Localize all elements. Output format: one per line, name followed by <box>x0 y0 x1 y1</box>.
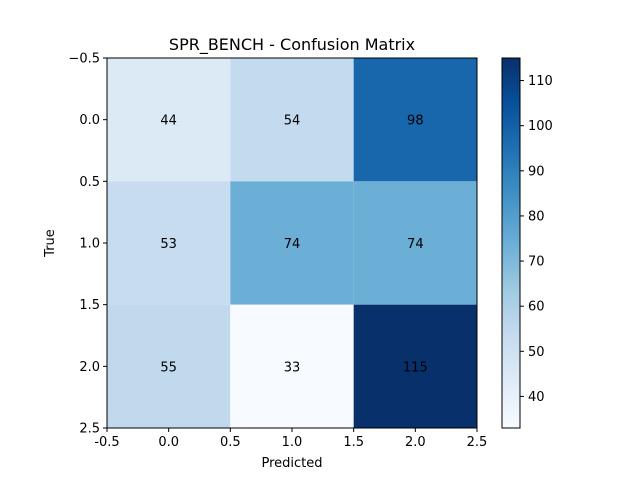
colorbar <box>502 58 520 428</box>
cell-value-0-2: 98 <box>407 114 424 129</box>
cell-value-2-2: 115 <box>403 360 428 375</box>
x-axis-ticks: -0.5 0.0 0.5 1.0 1.5 2.0 2.5 <box>94 428 487 450</box>
colorbar-tick-label: 60 <box>528 300 545 315</box>
chart-title: SPR_BENCH - Confusion Matrix <box>169 35 415 55</box>
cell-value-2-1: 33 <box>284 360 301 375</box>
cell-value-1-0: 53 <box>160 237 177 252</box>
cell-value-1-1: 74 <box>284 237 301 252</box>
cell-value-1-2: 74 <box>407 237 424 252</box>
x-tick-label: 0.5 <box>220 435 241 450</box>
colorbar-tick-label: 70 <box>528 255 545 270</box>
y-tick-label: 2.5 <box>79 422 100 437</box>
colorbar-tick-label: 100 <box>528 119 553 134</box>
y-tick-label: 2.0 <box>79 360 100 375</box>
x-tick-label: 0.0 <box>158 435 179 450</box>
y-tick-label: −0.5 <box>68 52 100 67</box>
y-tick-label: 1.0 <box>79 237 100 252</box>
x-tick-label: 2.5 <box>467 435 488 450</box>
y-tick-label: 1.5 <box>79 298 100 313</box>
x-tick-label: 1.0 <box>282 435 303 450</box>
colorbar-tick-label: 90 <box>528 164 545 179</box>
y-tick-label: 0.5 <box>79 175 100 190</box>
cell-value-0-0: 44 <box>160 114 177 129</box>
colorbar-tick-label: 50 <box>528 345 545 360</box>
x-tick-label: -0.5 <box>94 435 119 450</box>
y-axis-ticks: −0.5 0.0 0.5 1.0 1.5 2.0 2.5 <box>68 52 107 437</box>
colorbar-ticks: 40 50 60 70 80 90 100 110 <box>520 74 553 405</box>
cell-value-0-1: 54 <box>284 114 301 129</box>
x-tick-label: 1.5 <box>343 435 364 450</box>
y-tick-label: 0.0 <box>79 113 100 128</box>
x-axis-label: Predicted <box>261 456 322 471</box>
cell-value-2-0: 55 <box>160 360 177 375</box>
y-axis-label: True <box>43 229 58 258</box>
x-tick-label: 2.0 <box>405 435 426 450</box>
colorbar-tick-label: 110 <box>528 74 553 89</box>
colorbar-tick-label: 40 <box>528 390 545 405</box>
colorbar-tick-label: 80 <box>528 209 545 224</box>
